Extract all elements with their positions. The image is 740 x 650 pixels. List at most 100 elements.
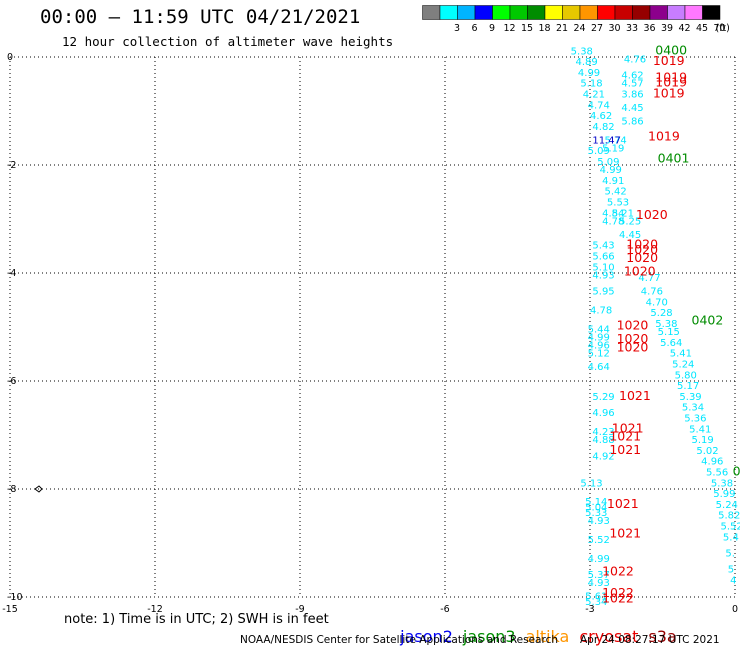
scale-tick-label: 15 (521, 23, 533, 34)
scale-swatch (702, 5, 721, 20)
scale-tick-label: 12 (503, 23, 515, 34)
swh-value-label: 5.33 (585, 508, 607, 519)
swh-value-label: 4.91 (602, 176, 624, 187)
x-tick-label: -9 (295, 604, 304, 615)
swh-value-label: 5.21 (612, 208, 634, 219)
swh-value-label: 5.19 (602, 144, 624, 155)
swh-value-label: 5.24 (716, 500, 738, 511)
swh-value-label: 5.74 (605, 135, 627, 146)
pass-time-label: 0402 (692, 312, 724, 327)
swh-value-label: 4.62 (621, 71, 643, 82)
swh-value-label: 5.37 (588, 570, 610, 581)
swh-value-label: 5.52 (721, 522, 740, 533)
swh-value-label: 5.17 (677, 381, 699, 392)
swh-value-label: 4.70 (646, 297, 668, 308)
swh-value-label: 4.57 (621, 79, 643, 90)
swh-value-label: 4.23 (592, 427, 614, 438)
swh-value-label: 5.86 (621, 117, 643, 128)
swh-value-label: 5.38 (711, 478, 733, 489)
swh-value-label: 4.99 (588, 333, 610, 344)
swh-value-label: 5.34 (585, 597, 607, 608)
swh-value-label: 4.93 (588, 516, 610, 527)
swh-value-label: 4.92 (592, 451, 614, 462)
y-tick-label: -10 (7, 592, 23, 603)
swh-value-label: 5.56 (706, 468, 728, 479)
pass-time-label: 1020 (617, 339, 649, 354)
pass-time-label: 1020 (617, 318, 649, 333)
swh-value-label: 5.52 (588, 535, 610, 546)
altimeter-plot: -15 -12 -9 -6 -3 00-2-4-6-8-105.384.894.995.1… (2, 42, 740, 615)
pass-time-label: 1021 (612, 420, 644, 435)
scale-tick-label: 30 (608, 23, 620, 34)
x-tick-label: 0 (732, 604, 738, 615)
swh-value-label: 5.44 (588, 324, 610, 335)
swh-value-label: 4 (730, 576, 736, 587)
pass-time-label: 1019 (648, 129, 680, 144)
swh-value-label: 5.95 (592, 287, 614, 298)
swh-value-label: 5.61 (585, 592, 607, 603)
swh-value-label: 4.45 (619, 230, 641, 241)
swh-value-label: 4.21 (583, 90, 605, 101)
scale-tick-label: 9 (489, 23, 495, 34)
pass-time-label: 1022 (602, 585, 634, 600)
swh-value-label: 5.12 (588, 349, 610, 360)
page-subtitle: 12 hour collection of altimeter wave hei… (62, 34, 394, 49)
swh-value-label: 4.76 (641, 287, 663, 298)
y-tick-label: -8 (7, 484, 16, 495)
swh-value-label: 5.13 (580, 478, 602, 489)
pass-time-label: 1020 (626, 242, 658, 257)
swh-value-label: 5.53 (607, 198, 629, 209)
swh-value-label: 5.38 (571, 46, 593, 57)
swh-value-label: 4.99 (600, 165, 622, 176)
swh-value-label: 5.25 (619, 216, 641, 227)
pass-time-label: 1019 (655, 75, 687, 90)
swh-value-label: 11.47 (592, 135, 621, 146)
pass-time-label: 1020 (617, 331, 649, 346)
swh-value-label: 5 (728, 565, 734, 576)
swh-value-label: 4.96 (592, 408, 614, 419)
swh-value-label: 5.14 (585, 497, 607, 508)
scale-tick-label: 24 (573, 23, 585, 34)
x-tick-label: -12 (147, 604, 163, 615)
swh-value-label: 5.82 (718, 511, 740, 522)
color-scale-legend: 3 6 9 12 15 18 21 24 27 30 33 36 39 42 45 70(ft) (422, 5, 730, 34)
pass-time-label: 1020 (626, 237, 658, 252)
satellite-name: altika (525, 627, 570, 646)
scale-tick-label: 21 (556, 23, 568, 34)
scale-tick-label: 36 (643, 23, 655, 34)
satellite-name: s3a (648, 627, 677, 646)
pass-time-label: 1022 (602, 590, 634, 605)
swh-value-label: 4.93 (592, 270, 614, 281)
footer-note: note: 1) Time is in UTC; 2) SWH is in fe… (64, 612, 329, 627)
swh-value-label: 4.96 (588, 341, 610, 352)
swh-value-label: 5.38 (655, 319, 677, 330)
swh-value-label: 4.99 (588, 554, 610, 565)
swh-value-label: 5.09 (588, 146, 610, 157)
satellite-name: jason2 (400, 627, 453, 646)
y-tick-label: -2 (7, 160, 16, 171)
satellite-name: jason3 (462, 627, 516, 646)
pass-time-label: 0400 (655, 42, 687, 57)
credit-text: NOAA/NESDIS Center for Satellite Applica… (240, 634, 558, 646)
swh-value-label: 5.09 (597, 157, 619, 168)
scale-tick-label: 6 (471, 23, 477, 34)
satellite-legend: jason2 jason3 altika cryosat s3a (390, 608, 687, 646)
scale-tick-label: 39 (661, 23, 673, 34)
swh-value-label: 4.84 (602, 208, 624, 219)
swh-value-label: 5.41 (670, 349, 692, 360)
pass-time-label: 1020 (636, 207, 668, 222)
scale-tick-label: 42 (678, 23, 690, 34)
swh-value-label: 5.80 (675, 370, 697, 381)
pass-time-label: 0 (733, 464, 740, 479)
x-tick-label: -3 (585, 604, 594, 615)
pass-time-label: 1021 (607, 496, 639, 511)
pass-time-label: 1021 (609, 428, 641, 443)
swh-value-label: 4.93 (588, 578, 610, 589)
swh-value-label: 5.42 (605, 187, 627, 198)
satellite-name: cryosat (579, 627, 639, 646)
swh-value-label: 5.99 (713, 489, 735, 500)
pass-time-label: 1020 (626, 250, 658, 265)
swh-value-label: 5.66 (592, 252, 614, 263)
scale-tick-label: 3 (454, 23, 460, 34)
swh-value-label: 4.78 (602, 216, 624, 227)
